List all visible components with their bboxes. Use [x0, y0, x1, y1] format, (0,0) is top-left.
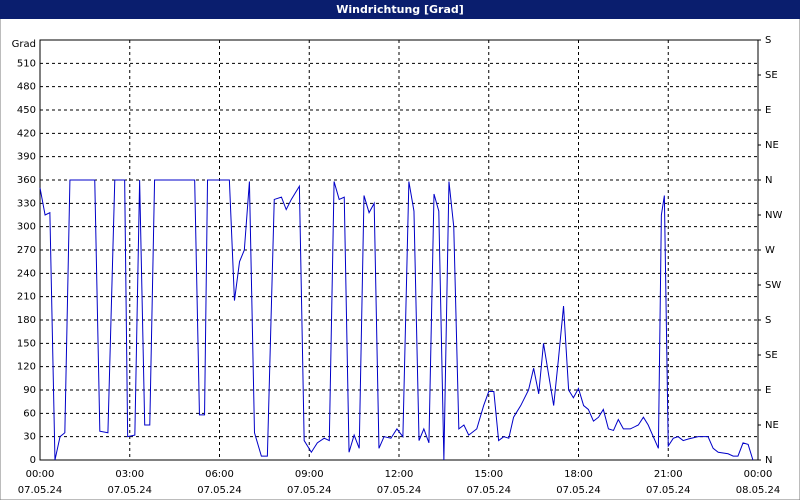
- x-tick-label: 12:00: [385, 469, 414, 480]
- y2-tick-label: E: [765, 105, 771, 116]
- y-tick-label: 30: [23, 432, 36, 443]
- x-tick-date: 07.05.24: [18, 485, 63, 496]
- x-tick-label: 03:00: [115, 469, 144, 480]
- y2-tick-label: NW: [765, 210, 782, 221]
- x-tick-date: 07.05.24: [377, 485, 422, 496]
- y2-tick-label: W: [765, 245, 775, 256]
- y-tick-label: 330: [17, 198, 36, 209]
- chart-title: Windrichtung [Grad]: [336, 3, 464, 16]
- y2-tick-label: S: [765, 35, 771, 46]
- x-tick-label: 00:00: [744, 469, 773, 480]
- x-tick-label: 06:00: [205, 469, 234, 480]
- y-tick-label: 0: [30, 455, 36, 466]
- y-tick-label: 90: [23, 385, 36, 396]
- x-tick-date: 07.05.24: [556, 485, 601, 496]
- x-tick-date: 07.05.24: [107, 485, 152, 496]
- x-tick-date: 07.05.24: [466, 485, 511, 496]
- y2-tick-label: S: [765, 315, 771, 326]
- x-tick-label: 09:00: [295, 469, 324, 480]
- y2-tick-label: SE: [765, 350, 778, 361]
- x-tick-date: 07.05.24: [197, 485, 242, 496]
- y-tick-label: 150: [17, 338, 36, 349]
- y-tick-label: 420: [17, 128, 36, 139]
- y2-tick-label: NE: [765, 140, 779, 151]
- y-tick-label: 450: [17, 105, 36, 116]
- y-tick-label: 390: [17, 152, 36, 163]
- y2-tick-label: N: [765, 175, 772, 186]
- plot-border: [39, 39, 759, 461]
- x-tick-label: 00:00: [26, 469, 55, 480]
- y2-tick-label: SW: [765, 280, 781, 291]
- y-tick-label: 480: [17, 82, 36, 93]
- y2-tick-label: N: [765, 455, 772, 466]
- x-tick-date: 07.05.24: [287, 485, 332, 496]
- y-tick-label: 270: [17, 245, 36, 256]
- x-tick-date: 07.05.24: [646, 485, 691, 496]
- y-tick-label: 300: [17, 222, 36, 233]
- y-tick-label: 210: [17, 292, 36, 303]
- x-tick-label: 21:00: [654, 469, 683, 480]
- data-line: [39, 179, 754, 461]
- title-bar: [0, 0, 800, 19]
- y-tick-label: 60: [23, 408, 36, 419]
- y-tick-label: 180: [17, 315, 36, 326]
- grid: [39, 39, 761, 461]
- y2-tick-label: SE: [765, 70, 778, 81]
- x-tick-date: 08.05.24: [736, 485, 781, 496]
- y-tick-label: 120: [17, 362, 36, 373]
- y-axis-label: Grad: [12, 39, 36, 50]
- plot: [39, 179, 754, 461]
- labels: 0 30 60 90 120 150 180 210 240 270 300 330 360 390 420…: [12, 35, 783, 496]
- x-tick-label: 15:00: [474, 469, 503, 480]
- x-tick-label: 18:00: [564, 469, 593, 480]
- y-tick-label: 360: [17, 175, 36, 186]
- y2-tick-label: E: [765, 385, 771, 396]
- y-tick-label: 240: [17, 268, 36, 279]
- y-tick-label: 510: [17, 58, 36, 69]
- y2-tick-label: NE: [765, 420, 779, 431]
